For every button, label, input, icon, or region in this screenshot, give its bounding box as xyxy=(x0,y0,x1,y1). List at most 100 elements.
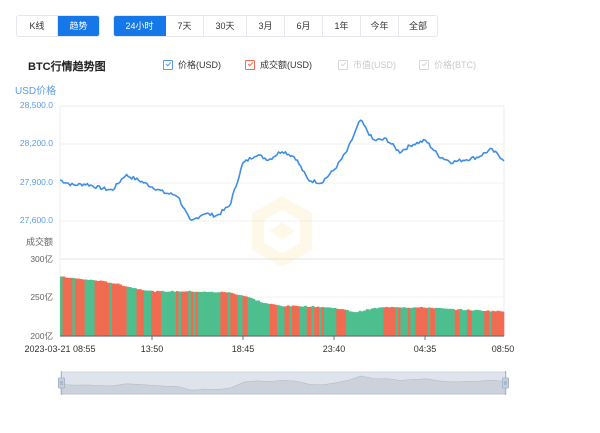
range-24h-button[interactable]: 24小时 xyxy=(114,16,166,36)
volume-bar xyxy=(491,310,495,336)
volume-bar xyxy=(397,307,401,336)
volume-bar xyxy=(346,310,349,336)
volume-bar xyxy=(168,291,172,336)
x-tick: 23:40 xyxy=(322,344,346,354)
checkbox-checked-icon[interactable] xyxy=(163,59,173,70)
volume-bar xyxy=(163,291,167,336)
volume-bar xyxy=(67,278,71,336)
legend-price-usd[interactable]: 价格(USD) xyxy=(163,58,221,71)
volume-bar xyxy=(89,279,93,336)
range-30d-button[interactable]: 30天 xyxy=(204,16,247,36)
volume-tick: 250亿 xyxy=(30,292,53,302)
volume-bar xyxy=(430,307,433,336)
volume-bar xyxy=(104,281,108,336)
volume-bar xyxy=(301,306,305,336)
volume-bar xyxy=(94,280,98,336)
legend-label: 价格(USD) xyxy=(178,60,221,70)
range-all-button[interactable]: 全部 xyxy=(408,21,427,31)
volume-bar xyxy=(267,303,270,336)
checkbox-unchecked-icon[interactable] xyxy=(419,59,429,70)
x-tick: 04:35 xyxy=(413,344,437,354)
range-ytd-button[interactable]: 今年 xyxy=(361,16,399,36)
volume-bar xyxy=(309,306,312,336)
slider-right-handle[interactable] xyxy=(502,371,509,395)
volume-bar xyxy=(217,292,221,336)
volume-bar xyxy=(232,293,236,336)
volume-bar xyxy=(442,308,446,336)
volume-bar xyxy=(69,277,73,336)
volume-bar xyxy=(454,310,458,336)
range-6m-button[interactable]: 6月 xyxy=(285,16,323,36)
volume-bar xyxy=(284,306,288,336)
slider-left-handle[interactable] xyxy=(58,371,65,395)
volume-bar xyxy=(449,308,453,336)
volume-bar xyxy=(136,289,140,336)
volume-bar xyxy=(289,306,293,336)
volume-bar xyxy=(427,307,431,336)
volume-bar xyxy=(116,283,120,336)
volume-bar xyxy=(370,308,374,336)
range-3m-button[interactable]: 3月 xyxy=(247,16,285,36)
volume-bar xyxy=(338,309,342,336)
volume-bar xyxy=(326,307,330,336)
checkbox-unchecked-icon[interactable] xyxy=(338,59,348,70)
volume-bar xyxy=(222,292,226,336)
volume-bar xyxy=(200,291,204,336)
legend-label: 价格(BTC) xyxy=(434,60,476,70)
volume-bar xyxy=(447,308,451,336)
volume-bar xyxy=(319,307,322,336)
volume-bar xyxy=(444,308,448,336)
volume-bar xyxy=(249,297,253,336)
checkbox-checked-icon[interactable] xyxy=(245,59,255,70)
volume-bar xyxy=(279,305,283,336)
volume-bar xyxy=(87,279,90,336)
volume-bar xyxy=(153,291,157,336)
volume-bar xyxy=(425,307,428,336)
volume-bar xyxy=(457,309,460,336)
volume-bar xyxy=(378,307,381,336)
x-tick: 18:45 xyxy=(231,344,255,354)
volume-bar xyxy=(175,291,179,336)
legend-label: 成交额(USD) xyxy=(260,60,312,70)
volume-bar xyxy=(242,295,246,336)
volume-bar xyxy=(121,285,125,336)
volume-bar xyxy=(262,303,266,336)
volume-bar xyxy=(208,291,211,336)
volume-bar xyxy=(92,280,95,336)
legend-marketcap-usd[interactable]: 市值(USD) xyxy=(338,58,396,71)
price-line[interactable] xyxy=(59,119,505,222)
volume-bar xyxy=(195,291,199,336)
watermark-logo-icon xyxy=(252,196,312,267)
volume-bar xyxy=(415,307,418,336)
volume-bar xyxy=(380,307,384,336)
volume-bar xyxy=(180,291,184,336)
kline-tab[interactable]: K线 xyxy=(17,16,58,36)
x-tick: 2023-03-21 08:55 xyxy=(24,344,96,354)
volume-bar xyxy=(489,311,492,336)
volume-bar xyxy=(420,307,423,336)
x-tick: 08:50 xyxy=(491,344,515,354)
volume-bar xyxy=(351,311,354,336)
volume-bar xyxy=(156,290,159,336)
trend-tab[interactable]: 趋势 xyxy=(58,16,99,36)
price-tick: 27,600.0 xyxy=(19,215,53,225)
legend-volume-usd[interactable]: 成交额(USD) xyxy=(245,58,312,71)
volume-bar xyxy=(72,278,76,336)
volume-bar xyxy=(259,302,263,336)
volume-bar xyxy=(60,276,63,336)
volume-bar xyxy=(432,308,436,336)
volume-bar xyxy=(412,307,416,336)
volume-bar xyxy=(254,300,258,336)
volume-bar xyxy=(459,309,463,336)
volume-bar xyxy=(272,304,275,336)
volume-bar xyxy=(84,279,88,336)
volume-bar xyxy=(486,310,490,336)
volume-bar xyxy=(183,291,187,336)
range-7d-button[interactable]: 7天 xyxy=(166,16,204,36)
legend-price-btc[interactable]: 价格(BTC) xyxy=(419,58,476,71)
chart-title: BTC行情趋势图 xyxy=(28,61,106,73)
volume-bar xyxy=(124,286,127,336)
x-tick: 13:50 xyxy=(140,344,164,354)
range-1y-button[interactable]: 1年 xyxy=(323,16,361,36)
data-zoom-slider[interactable] xyxy=(58,371,509,395)
